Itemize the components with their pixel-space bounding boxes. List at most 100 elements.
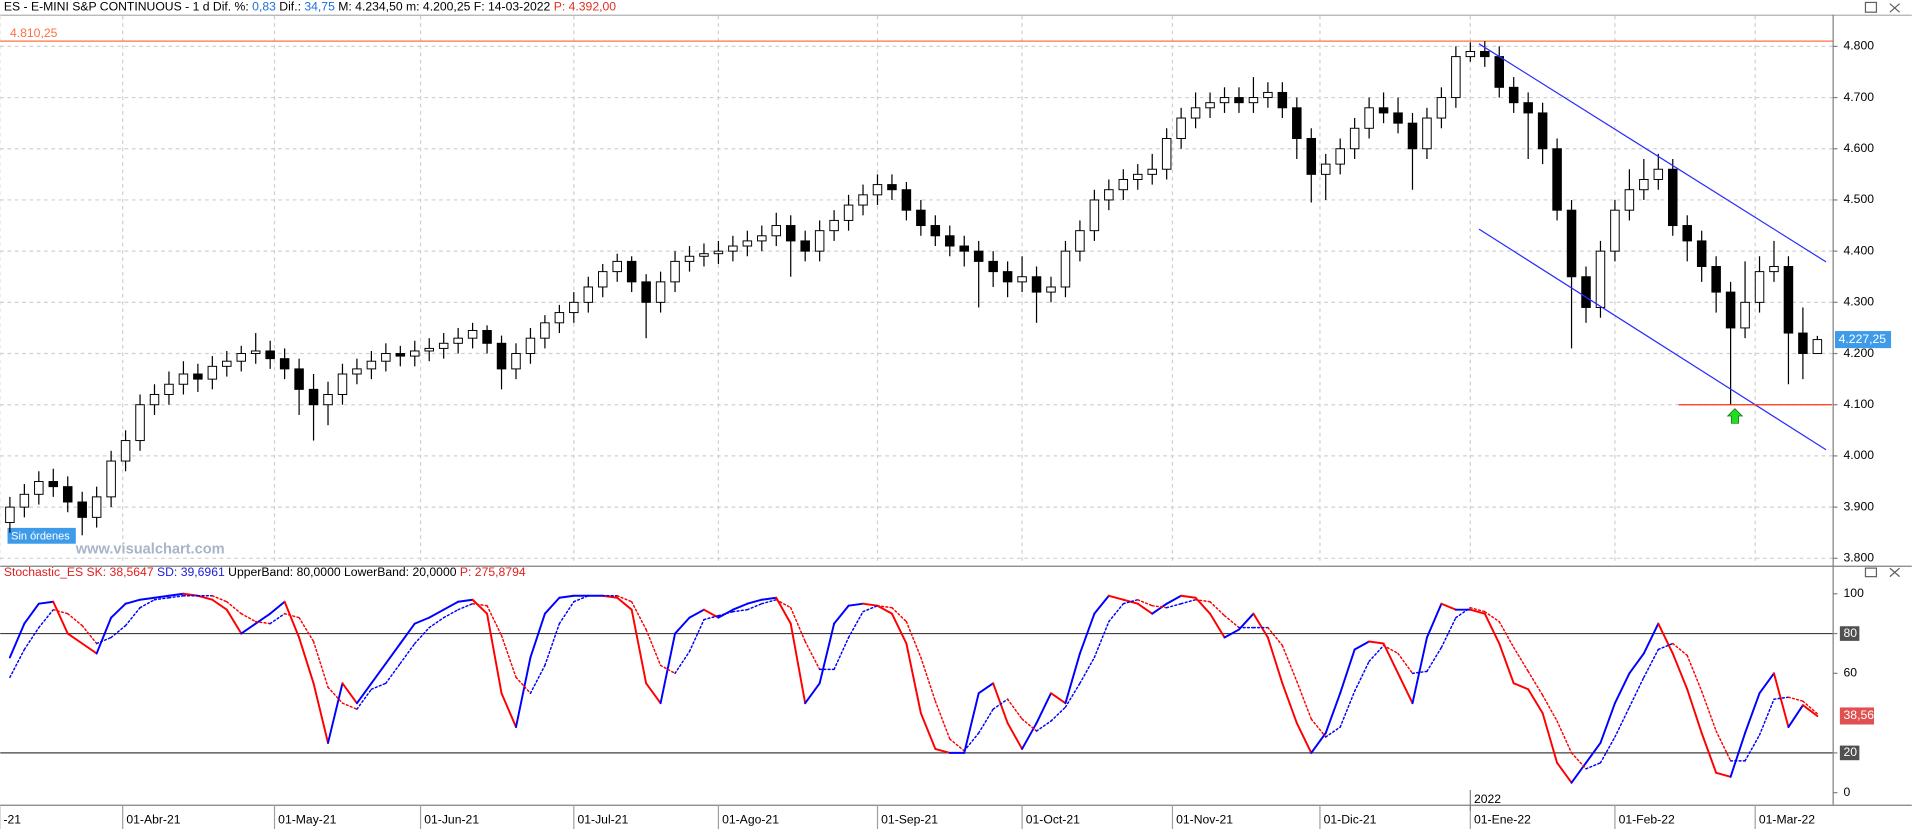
candle-body [410,350,420,357]
series-segment [1108,602,1125,623]
series-segment [414,626,430,645]
candle-body [366,360,377,370]
series-segment [1541,694,1558,722]
candle-body [1740,301,1750,329]
series-segment [1686,688,1703,734]
series-segment [1324,692,1342,734]
last-price-box [1834,331,1892,349]
series-segment [1541,712,1559,764]
candle-body [1176,117,1186,140]
y-tick-label: 3.900 [1844,499,1875,513]
last-value-box [1839,707,1874,725]
candle-body [120,440,131,462]
series-segment [1425,602,1443,639]
series-segment [226,600,242,615]
candle-body [1566,209,1577,278]
series-segment [1339,648,1356,695]
candle-body [626,260,637,283]
x-tick-label: 01-Jun-21 [424,813,479,827]
series-segment [1035,720,1052,732]
series-segment [934,747,951,754]
series-segment [1064,652,1081,705]
series-segment [1165,602,1182,609]
window-buttons[interactable] [1864,1,1900,578]
series-segment [703,614,720,621]
series-segment [471,598,489,615]
series-segment [1599,702,1616,744]
restore-button[interactable] [1864,567,1878,578]
close-button[interactable] [1889,567,1900,578]
series-segment [269,612,286,625]
candle-body [1451,56,1461,99]
candle-body [1320,163,1331,175]
title-part: UpperBand: 80,0000 LowerBand: 20,0000 [228,565,460,579]
series-segment [1599,736,1616,764]
series-segment [1628,676,1645,708]
candle-body [742,240,753,247]
series-segment [1137,599,1153,607]
series-segment [688,618,705,653]
series-segment [1613,672,1631,705]
series-segment [1657,622,1674,655]
candle-body [1046,286,1056,293]
candle-body [1523,102,1533,114]
series-segment [630,608,648,685]
title-part: P: 275,8794 [460,565,526,579]
series-segment [645,682,662,705]
series-segment [674,616,691,635]
y-tick-label: 4.100 [1844,397,1875,411]
series-segment [1180,594,1197,599]
candle-body [540,322,550,339]
candle-body [1190,107,1201,119]
series-segment [1570,752,1587,770]
candle-body [1696,240,1707,267]
series-segment [1064,682,1081,708]
candle-body [1292,107,1302,140]
candle-body [1263,91,1273,99]
candle-body [424,347,434,352]
candle-body [1581,276,1591,308]
candle-body [945,235,955,247]
series-segment [52,600,69,635]
candle-body [554,312,565,324]
series-segment [760,596,778,601]
restore-button[interactable] [1864,1,1878,13]
series-segment [746,598,763,605]
candle-body [843,204,854,221]
series-segment [1093,620,1110,659]
series-segment [355,682,373,705]
series-segment [95,636,112,645]
candle-body [308,388,319,406]
series-segment [327,686,344,704]
candle-body [829,219,839,232]
x-tick-label: 01-Abr-21 [126,813,180,827]
series-segment [37,600,55,605]
candle-body [930,225,941,237]
candle-body [222,360,232,367]
candle-body [1104,189,1114,201]
series-segment [963,732,980,752]
series-segment [616,595,633,603]
series-segment [1802,700,1819,715]
series-segment [1122,598,1139,605]
series-segment [1296,680,1313,720]
series-segment [804,682,821,705]
candle-body [482,330,492,344]
series-segment [1411,636,1428,705]
series-segment [413,616,431,625]
series-segment [1180,599,1197,605]
series-segment [1353,660,1370,692]
close-button[interactable] [1889,3,1900,13]
series-segment [775,599,792,609]
candle-body [1812,339,1823,355]
series-segment [23,626,40,651]
series-segment [1773,672,1790,729]
x-tick-label: 01-Oct-21 [1026,813,1080,827]
series-segment [66,632,84,645]
series-segment [732,608,749,613]
series-segment [1078,612,1096,655]
series-segment [1194,599,1211,603]
series-segment [1267,626,1284,647]
candle-body [901,189,912,211]
series-segment [963,692,980,754]
